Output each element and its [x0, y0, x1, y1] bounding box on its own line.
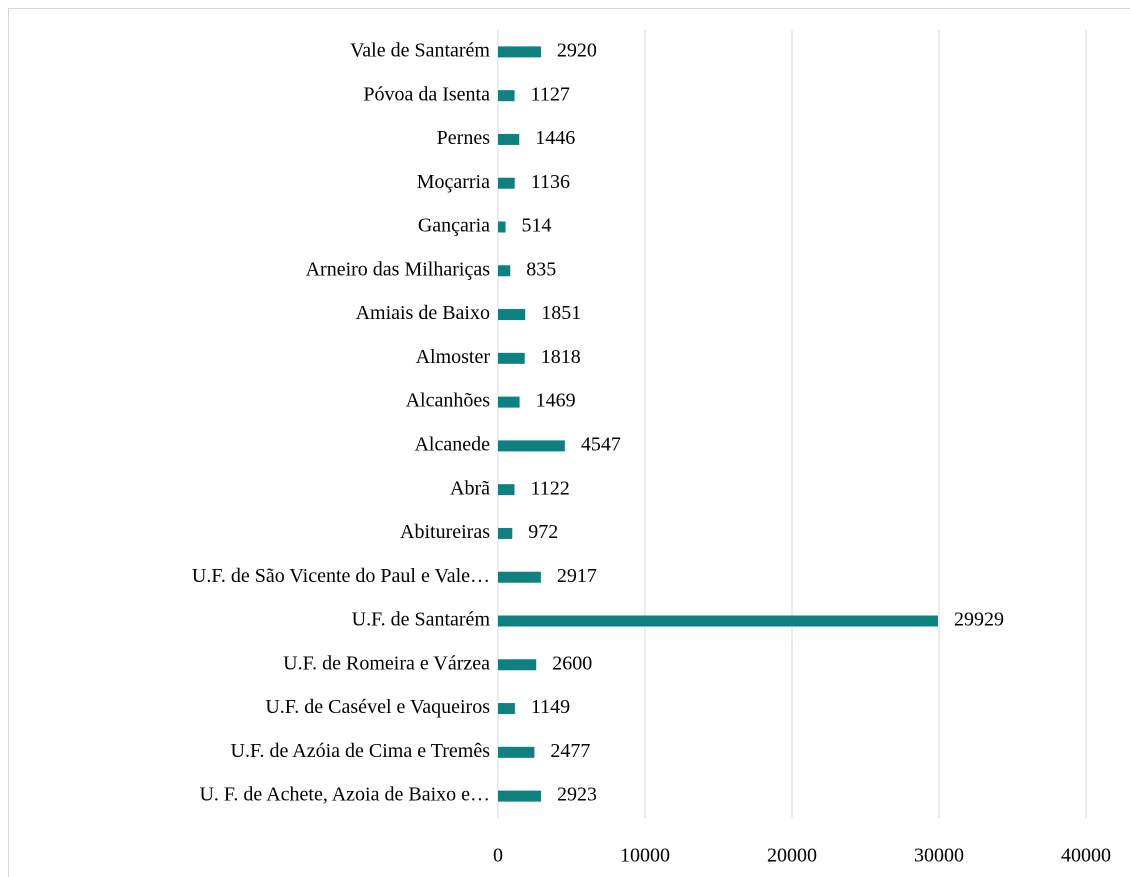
y-tick-label: Alcanede	[414, 433, 490, 455]
bar	[498, 440, 565, 452]
bar	[498, 790, 541, 802]
y-tick-label: Amiais de Baixo	[356, 302, 490, 324]
y-tick-label: Póvoa da Isenta	[363, 83, 490, 105]
bar	[498, 90, 515, 102]
y-tick-label: Pernes	[437, 127, 491, 149]
y-tick-label: U.F. de Santarém	[352, 609, 491, 631]
bar	[498, 352, 525, 364]
bar	[498, 396, 520, 408]
bar	[498, 309, 526, 321]
bar	[498, 746, 535, 758]
value-label: 2920	[557, 39, 597, 61]
value-label: 1818	[541, 346, 581, 368]
value-label: 2917	[557, 565, 597, 587]
bar	[498, 177, 515, 189]
y-tick-label: Alcanhões	[406, 390, 491, 412]
y-tick-label: Gançaria	[418, 215, 490, 237]
value-label: 2477	[550, 740, 590, 762]
value-label: 1149	[531, 696, 570, 718]
value-label: 1127	[531, 83, 570, 105]
bar	[498, 571, 541, 583]
value-label: 1469	[536, 390, 576, 412]
bar	[498, 703, 515, 715]
value-label: 4547	[581, 433, 621, 455]
value-label: 2923	[557, 784, 597, 806]
y-tick-label: Moçarria	[417, 171, 490, 193]
bar	[498, 133, 520, 145]
value-label: 29929	[954, 609, 1004, 631]
x-tick-label: 20000	[767, 845, 817, 867]
y-tick-label: Arneiro das Milhariças	[306, 258, 491, 280]
y-tick-label: Abitureiras	[400, 521, 490, 543]
y-tick-label: U. F. de Achete, Azoia de Baixo e…	[199, 784, 490, 806]
y-tick-label: U.F. de Romeira e Várzea	[283, 652, 490, 674]
y-tick-label: U.F. de Azóia de Cima e Tremês	[231, 740, 491, 762]
y-tick-label: U.F. de Casével e Vaqueiros	[265, 696, 490, 718]
value-label: 1122	[530, 477, 569, 499]
value-label: 2600	[552, 652, 592, 674]
y-tick-label: Vale de Santarém	[350, 39, 490, 61]
x-tick-label: 10000	[620, 845, 670, 867]
bar	[498, 484, 515, 496]
bar	[498, 221, 506, 233]
y-tick-label: Almoster	[416, 346, 491, 368]
x-tick-label: 0	[493, 845, 503, 867]
value-label: 1136	[531, 171, 570, 193]
x-tick-label: 30000	[914, 845, 964, 867]
bar	[498, 46, 541, 58]
x-tick-label: 40000	[1061, 845, 1111, 867]
value-label: 514	[522, 215, 552, 237]
value-label: 1851	[541, 302, 581, 324]
value-label: 1446	[535, 127, 575, 149]
bar	[498, 527, 513, 539]
value-label: 972	[528, 521, 558, 543]
y-tick-label: U.F. de São Vicente do Paul e Vale…	[192, 565, 490, 587]
chart-border	[8, 8, 1130, 877]
y-tick-label: Abrã	[450, 477, 490, 499]
bar	[498, 265, 511, 277]
bar	[498, 659, 537, 671]
bar	[498, 615, 938, 627]
value-label: 835	[526, 258, 556, 280]
